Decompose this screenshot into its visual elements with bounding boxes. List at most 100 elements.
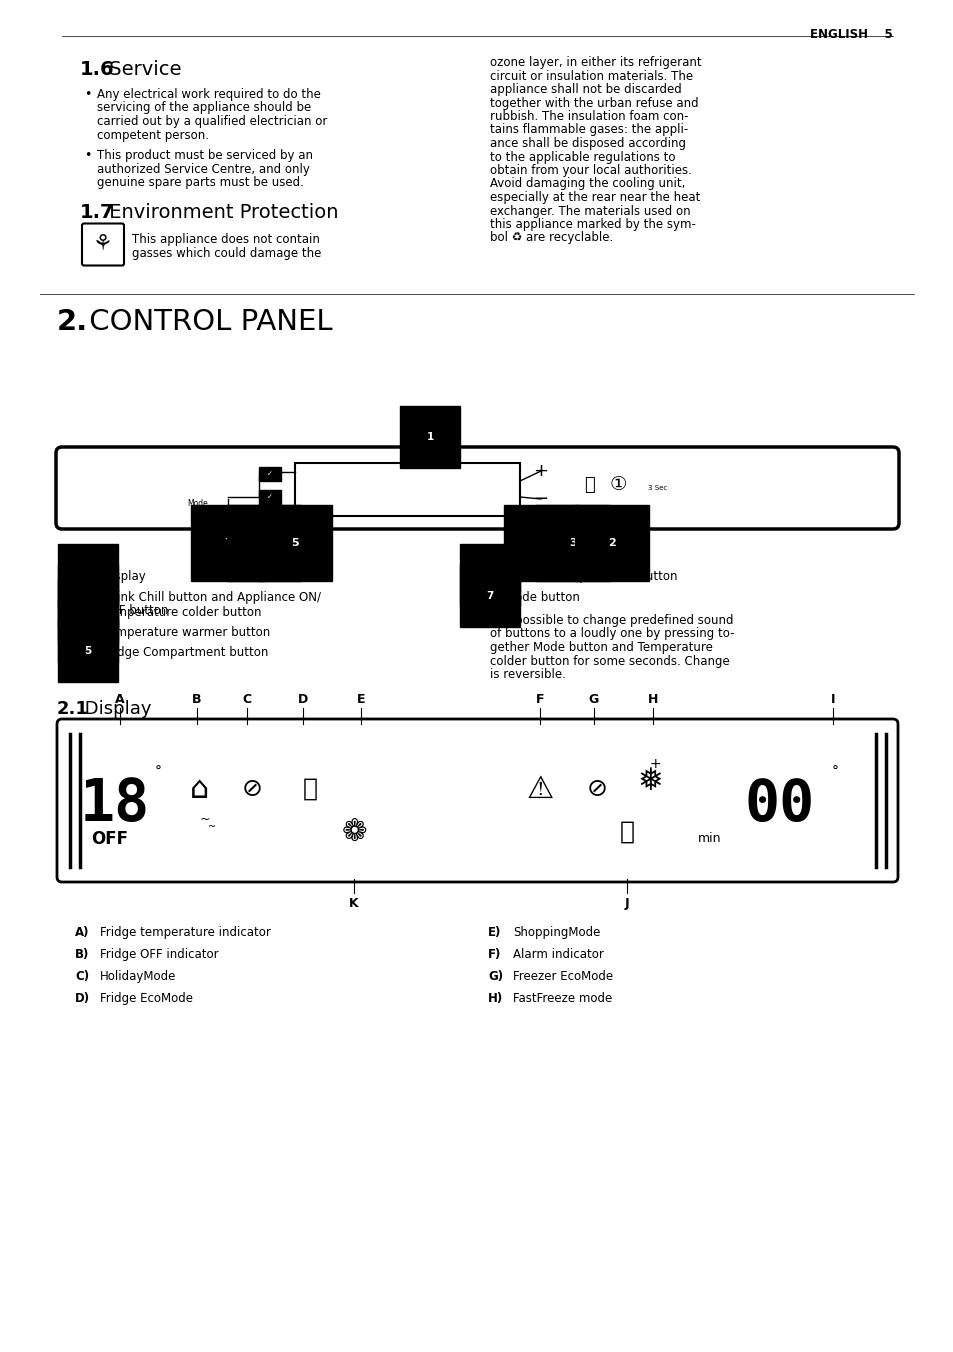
Text: ⊘: ⊘ — [586, 777, 607, 800]
FancyBboxPatch shape — [56, 448, 898, 529]
Text: Fridge temperature indicator: Fridge temperature indicator — [100, 926, 271, 940]
Text: exchanger. The materials used on: exchanger. The materials used on — [490, 204, 690, 218]
Text: 3 Sec: 3 Sec — [647, 485, 666, 491]
Text: °: ° — [154, 765, 161, 779]
Text: ~: ~ — [199, 813, 210, 826]
Text: competent person.: competent person. — [97, 128, 209, 142]
Text: B: B — [193, 694, 201, 706]
Text: ShoppingMode: ShoppingMode — [513, 926, 599, 940]
Text: +: + — [533, 462, 548, 480]
Text: authorized Service Centre, and only: authorized Service Centre, and only — [97, 162, 310, 176]
Text: °: ° — [831, 765, 838, 779]
Text: ⍾: ⍾ — [618, 821, 634, 844]
FancyBboxPatch shape — [57, 719, 897, 882]
Text: 5: 5 — [291, 538, 298, 548]
Text: •: • — [84, 149, 91, 162]
Text: This appliance does not contain: This appliance does not contain — [132, 234, 319, 246]
Text: is reversible.: is reversible. — [490, 668, 565, 681]
Text: Freezer EcoMode: Freezer EcoMode — [513, 969, 613, 983]
Text: obtain from your local authorities.: obtain from your local authorities. — [490, 164, 691, 177]
Text: +: + — [648, 757, 660, 771]
Text: Fridge EcoMode: Fridge EcoMode — [100, 992, 193, 1005]
Text: appliance shall not be discarded: appliance shall not be discarded — [490, 82, 681, 96]
Text: G: G — [588, 694, 598, 706]
Text: 1.6: 1.6 — [80, 59, 114, 78]
Text: 7: 7 — [224, 538, 232, 548]
Text: Service: Service — [103, 59, 181, 78]
Text: ⚠: ⚠ — [526, 775, 553, 803]
Text: G): G) — [488, 969, 502, 983]
Text: Drink Chill button and Appliance ON/: Drink Chill button and Appliance ON/ — [103, 591, 320, 604]
Text: D: D — [297, 694, 308, 706]
Text: 3: 3 — [84, 606, 91, 617]
Text: together with the urban refuse and: together with the urban refuse and — [490, 96, 698, 110]
Text: 4: 4 — [537, 538, 544, 548]
Text: 7: 7 — [486, 591, 493, 602]
Text: ance shall be disposed according: ance shall be disposed according — [490, 137, 685, 150]
Text: F): F) — [488, 948, 501, 961]
Text: ⚘: ⚘ — [92, 234, 112, 254]
Text: genuine spare parts must be used.: genuine spare parts must be used. — [97, 176, 304, 189]
Text: E): E) — [488, 926, 501, 940]
Text: 18: 18 — [80, 776, 150, 833]
Text: 1: 1 — [426, 433, 434, 442]
Text: ①: ① — [609, 476, 626, 495]
Text: min: min — [698, 833, 721, 845]
Text: 1: 1 — [84, 571, 91, 580]
Text: C: C — [242, 694, 252, 706]
Text: B): B) — [75, 948, 90, 961]
Text: ⛒: ⛒ — [302, 777, 317, 800]
Text: CONTROL PANEL: CONTROL PANEL — [80, 307, 333, 335]
Text: 3: 3 — [569, 538, 577, 548]
Text: ENGLISH    5: ENGLISH 5 — [809, 28, 892, 41]
Text: Display: Display — [103, 571, 147, 583]
Text: bol ♻ are recyclable.: bol ♻ are recyclable. — [490, 231, 613, 245]
Text: ⊘: ⊘ — [241, 777, 262, 800]
Text: of buttons to a loudly one by pressing to-: of buttons to a loudly one by pressing t… — [490, 627, 734, 641]
Text: 5: 5 — [84, 646, 91, 656]
Text: It is possible to change predefined sound: It is possible to change predefined soun… — [490, 614, 733, 627]
Text: rubbish. The insulation foam con-: rubbish. The insulation foam con- — [490, 110, 688, 123]
Text: carried out by a qualified electrician or: carried out by a qualified electrician o… — [97, 115, 327, 128]
Text: C): C) — [75, 969, 89, 983]
Text: H: H — [647, 694, 658, 706]
Text: circuit or insulation materials. The: circuit or insulation materials. The — [490, 69, 693, 82]
Text: OFF: OFF — [91, 830, 129, 848]
Text: Mode button: Mode button — [504, 591, 579, 604]
Text: 00: 00 — [744, 776, 814, 833]
Text: tains flammable gases: the appli-: tains flammable gases: the appli- — [490, 123, 687, 137]
Text: J: J — [624, 896, 629, 910]
Text: HolidayMode: HolidayMode — [100, 969, 176, 983]
Text: Temperature warmer button: Temperature warmer button — [103, 626, 270, 639]
FancyBboxPatch shape — [258, 489, 281, 504]
Text: H): H) — [488, 992, 503, 1005]
Text: gether Mode button and Temperature: gether Mode button and Temperature — [490, 641, 712, 654]
Text: Avoid damaging the cooling unit,: Avoid damaging the cooling unit, — [490, 177, 684, 191]
Bar — [294, 462, 519, 516]
Text: ⍾: ⍾ — [584, 476, 595, 493]
Text: ❁: ❁ — [342, 818, 367, 846]
Text: especially at the rear near the heat: especially at the rear near the heat — [490, 191, 700, 204]
Text: Fridge Compartment button: Fridge Compartment button — [103, 646, 268, 658]
Text: ✓: ✓ — [267, 470, 273, 477]
FancyBboxPatch shape — [258, 466, 281, 481]
Text: colder button for some seconds. Change: colder button for some seconds. Change — [490, 654, 729, 668]
Text: F: F — [536, 694, 543, 706]
Text: 2.: 2. — [57, 307, 89, 335]
Text: K: K — [349, 896, 358, 910]
Text: this appliance marked by the sym-: this appliance marked by the sym- — [490, 218, 695, 231]
Text: •: • — [84, 88, 91, 101]
Text: Mode: Mode — [187, 499, 208, 508]
Text: I: I — [830, 694, 835, 706]
Text: ✓: ✓ — [267, 493, 273, 500]
Text: Freezer Compartment button: Freezer Compartment button — [504, 571, 677, 583]
Text: 2: 2 — [607, 538, 616, 548]
Text: gasses which could damage the: gasses which could damage the — [132, 247, 321, 260]
Text: 6: 6 — [486, 571, 493, 580]
Text: ozone layer, in either its refrigerant: ozone layer, in either its refrigerant — [490, 55, 700, 69]
FancyBboxPatch shape — [82, 223, 124, 265]
Text: Display: Display — [79, 700, 152, 718]
Text: Any electrical work required to do the: Any electrical work required to do the — [97, 88, 320, 101]
Text: D): D) — [75, 992, 90, 1005]
Text: Environment Protection: Environment Protection — [103, 204, 338, 223]
